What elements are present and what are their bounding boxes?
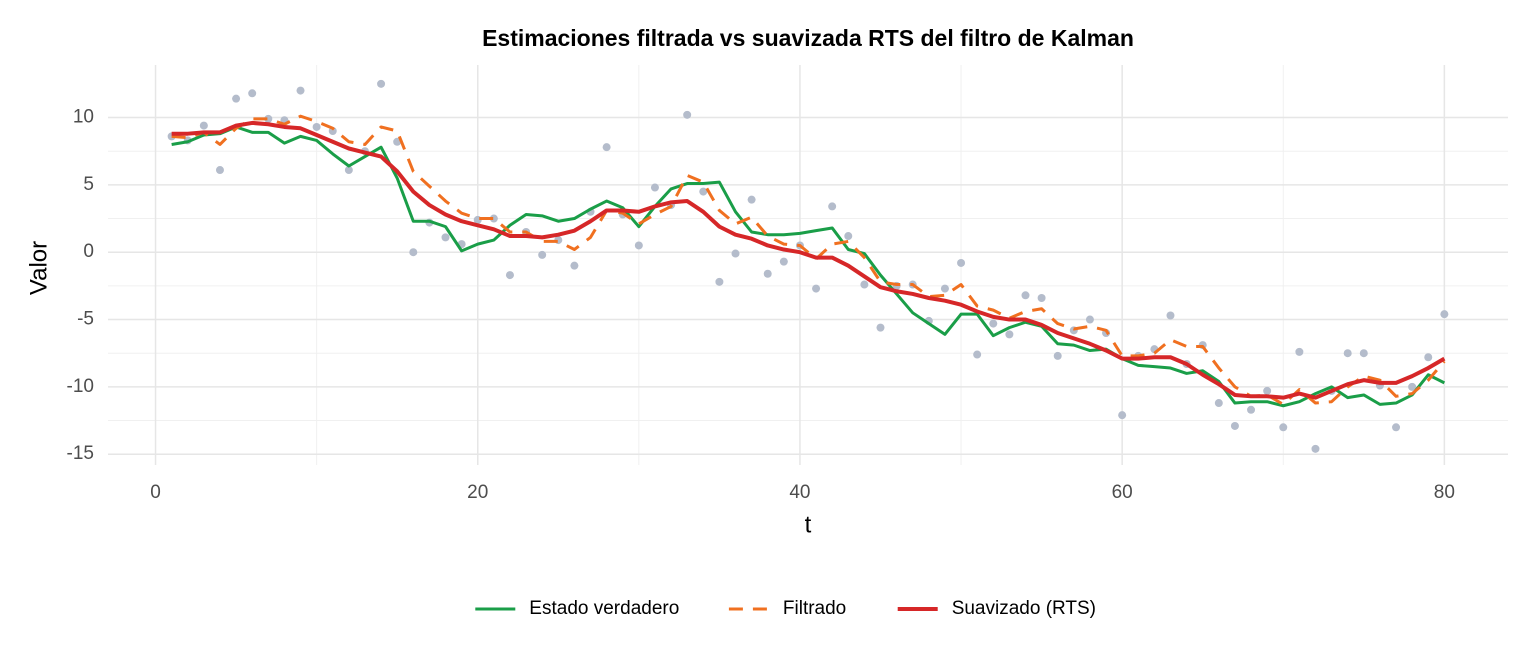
observation-point xyxy=(1408,382,1417,391)
observation-point xyxy=(1311,444,1320,453)
observation-point xyxy=(1021,291,1030,300)
observation-point xyxy=(570,261,579,270)
y-tick-label: 10 xyxy=(73,107,94,128)
observation-point xyxy=(1053,351,1062,360)
observation-point xyxy=(489,214,498,223)
y-tick-label: -5 xyxy=(77,309,94,330)
series-line xyxy=(171,120,1446,400)
x-tick-label: 20 xyxy=(467,482,488,503)
observation-point xyxy=(876,323,885,332)
observation-point xyxy=(1037,293,1046,302)
observation-point xyxy=(1279,423,1288,432)
observation-point xyxy=(312,122,321,131)
x-axis-label: t xyxy=(805,511,812,538)
observation-point xyxy=(1166,311,1175,320)
observation-point xyxy=(828,202,837,211)
observation-point xyxy=(634,241,643,250)
observation-point xyxy=(248,89,257,98)
observation-point xyxy=(199,121,208,130)
y-tick-label: -10 xyxy=(67,376,94,397)
y-tick-label: -15 xyxy=(67,443,94,464)
observation-point xyxy=(1118,411,1127,420)
observation-point xyxy=(1440,310,1449,319)
x-tick-label: 60 xyxy=(1112,482,1133,503)
observation-point xyxy=(763,269,772,278)
observation-point xyxy=(538,250,547,259)
observation-point xyxy=(973,350,982,359)
observation-point xyxy=(215,166,224,175)
observation-point xyxy=(1214,399,1223,408)
observation-point xyxy=(779,257,788,266)
observation-point xyxy=(957,258,966,267)
observation-point xyxy=(699,187,708,196)
observation-point xyxy=(296,86,305,95)
x-tick-label: 80 xyxy=(1434,482,1455,503)
observation-point xyxy=(940,284,949,293)
observation-point xyxy=(1424,353,1433,362)
legend-label: Suavizado (RTS) xyxy=(952,598,1096,619)
series-line xyxy=(171,125,1446,408)
chart-title: Estimaciones filtrada vs suavizada RTS d… xyxy=(482,25,1134,51)
observation-point xyxy=(1392,423,1401,432)
observation-point xyxy=(1230,421,1239,430)
observation-point xyxy=(812,284,821,293)
x-tick-label: 40 xyxy=(789,482,810,503)
legend-label: Filtrado xyxy=(783,598,846,619)
observation-point xyxy=(1085,315,1094,324)
observation-point xyxy=(232,94,241,103)
series-line xyxy=(171,114,1446,406)
observation-point xyxy=(1263,386,1272,395)
observation-point xyxy=(344,166,353,175)
observation-point xyxy=(989,319,998,328)
observation-point xyxy=(844,232,853,241)
observation-point xyxy=(650,183,659,192)
legend-label: Estado verdadero xyxy=(529,598,679,619)
observation-point xyxy=(747,195,756,204)
observation-point xyxy=(731,249,740,258)
observation-point xyxy=(441,233,450,242)
observation-point xyxy=(602,143,611,152)
observation-point xyxy=(1005,330,1014,339)
observation-point xyxy=(409,248,418,257)
observation-point xyxy=(1295,347,1304,356)
observation-point xyxy=(860,280,869,289)
x-tick-label: 0 xyxy=(150,482,161,503)
observation-point xyxy=(264,114,273,123)
y-axis-label: Valor xyxy=(25,241,52,295)
observation-point xyxy=(1343,349,1352,358)
observation-point xyxy=(1359,349,1368,358)
observation-point xyxy=(715,277,724,286)
observation-point xyxy=(683,110,692,119)
y-tick-label: 5 xyxy=(83,174,94,195)
y-tick-label: 0 xyxy=(83,241,94,262)
observation-point xyxy=(505,271,514,280)
observation-point xyxy=(1247,405,1256,414)
observation-point xyxy=(377,79,386,88)
